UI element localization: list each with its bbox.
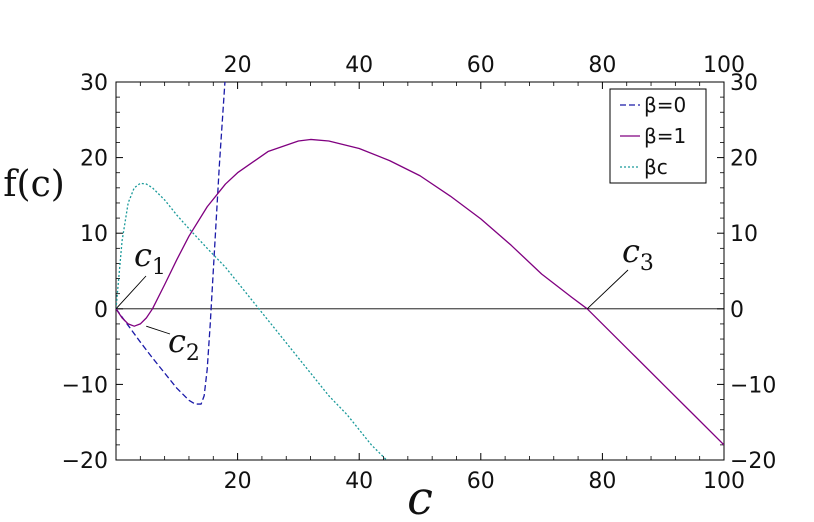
annotation-subscript: 3 [640, 251, 654, 276]
legend-label-0: β=0 [644, 93, 686, 117]
y-tick-label-left: −20 [62, 449, 108, 474]
x-tick-label-top: 60 [467, 53, 495, 78]
x-tick-label-bottom: 100 [703, 469, 745, 494]
x-tick-label-bottom: 80 [588, 469, 616, 494]
y-tick-label-left: 10 [80, 222, 108, 247]
y-tick-label-right: 0 [730, 298, 744, 323]
annotation-subscript: 2 [186, 341, 200, 366]
annotation-c1: c1 [134, 236, 166, 280]
y-tick-label-right: −20 [730, 449, 776, 474]
y-tick-label-right: 30 [730, 71, 758, 96]
x-tick-label-top: 20 [224, 53, 252, 78]
annotation-leader-c1 [115, 275, 147, 310]
annotation-subscript: 1 [152, 255, 166, 280]
legend-label-1: β=1 [644, 124, 686, 148]
x-tick-label-top: 100 [703, 53, 745, 78]
y-tick-label-left: 30 [80, 71, 108, 96]
annotation-c2: c2 [168, 322, 200, 366]
legend: β=0 β=1 βc [609, 88, 707, 184]
x-tick-label-top: 40 [345, 53, 373, 78]
legend-label-2: βc [644, 155, 668, 179]
plot-frame [115, 81, 725, 461]
y-tick-label-right: 10 [730, 222, 758, 247]
series-line-1 [116, 138, 724, 446]
series-line-2 [116, 182, 388, 460]
x-axis-label: c [407, 471, 433, 522]
x-tick-label-bottom: 40 [345, 469, 373, 494]
axes: −20 −20 −10 −10 0 0 10 10 20 20 30 30 20 20 40 40 60 60 80… [62, 53, 777, 494]
annotation-c3: c3 [622, 232, 654, 276]
y-tick-label-right: 20 [730, 147, 758, 172]
series-line-0 [116, 82, 226, 405]
y-tick-label-right: −10 [730, 373, 776, 398]
x-tick-label-top: 80 [588, 53, 616, 78]
x-tick-label-bottom: 20 [224, 469, 252, 494]
annotation-leader-c3 [586, 269, 629, 310]
y-tick-label-left: −10 [62, 373, 108, 398]
y-tick-label-left: 20 [80, 147, 108, 172]
y-tick-label-left: 0 [94, 298, 108, 323]
y-axis-label: f(c) [3, 164, 65, 205]
annotation-leader-c2 [146, 325, 171, 335]
x-tick-label-bottom: 60 [467, 469, 495, 494]
